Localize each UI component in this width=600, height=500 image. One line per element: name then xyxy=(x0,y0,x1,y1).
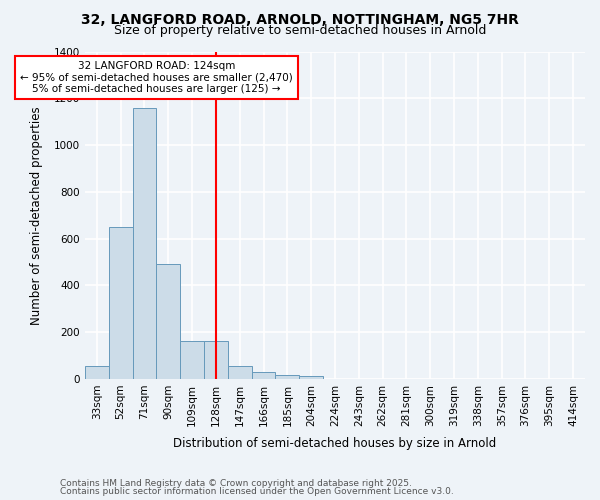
Bar xyxy=(251,372,275,379)
X-axis label: Distribution of semi-detached houses by size in Arnold: Distribution of semi-detached houses by … xyxy=(173,437,497,450)
Bar xyxy=(109,227,133,379)
Bar xyxy=(85,366,109,379)
Text: 32 LANGFORD ROAD: 124sqm
← 95% of semi-detached houses are smaller (2,470)
5% of: 32 LANGFORD ROAD: 124sqm ← 95% of semi-d… xyxy=(20,61,293,94)
Bar xyxy=(299,376,323,379)
Bar xyxy=(275,374,299,379)
Bar xyxy=(180,342,204,379)
Bar xyxy=(204,342,228,379)
Text: 32, LANGFORD ROAD, ARNOLD, NOTTINGHAM, NG5 7HR: 32, LANGFORD ROAD, ARNOLD, NOTTINGHAM, N… xyxy=(81,12,519,26)
Y-axis label: Number of semi-detached properties: Number of semi-detached properties xyxy=(30,106,43,324)
Bar xyxy=(228,366,251,379)
Bar xyxy=(157,264,180,379)
Bar xyxy=(133,108,157,379)
Text: Contains HM Land Registry data © Crown copyright and database right 2025.: Contains HM Land Registry data © Crown c… xyxy=(60,478,412,488)
Text: Size of property relative to semi-detached houses in Arnold: Size of property relative to semi-detach… xyxy=(114,24,486,37)
Text: Contains public sector information licensed under the Open Government Licence v3: Contains public sector information licen… xyxy=(60,487,454,496)
